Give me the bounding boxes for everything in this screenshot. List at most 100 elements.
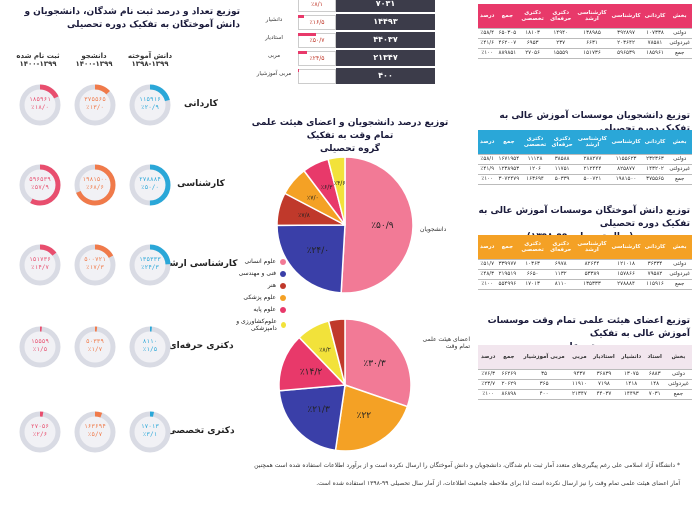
table-cell: ۲۸۸۲۷۷	[575, 154, 610, 165]
table-header-cell: بخش	[667, 235, 692, 260]
table-header-cell: بخش	[667, 4, 692, 29]
col-header-0: دانش آموخته ۱۳۹۸-۱۳۹۹	[127, 52, 173, 68]
ring-fill	[74, 326, 116, 368]
ring-fill	[74, 164, 116, 206]
table-cell: ۸۸۹۸۵۱	[496, 48, 519, 59]
table-header-cell: دکتری حرفه‌ای	[546, 235, 575, 260]
table-cell: ۵۰۳۳۹	[548, 174, 576, 185]
ring-0-0: ۱۱۵۹۱۶ ٪۲۰/۹	[128, 83, 172, 127]
table-cell: ۱۰۳۶۳	[518, 259, 547, 270]
ring-percent: ٪۱/۷	[87, 346, 103, 353]
ring-count: ۵۰۰۷۲۱	[84, 256, 106, 263]
table-cell: ٪۴۸/۳	[478, 269, 497, 280]
table-cell: ۲۷۰۵۶	[518, 48, 547, 59]
table-cell: ۶۸۸۳	[644, 369, 665, 380]
ring-2-2: ۱۵۱۷۳۶ ٪۱۴/۷	[18, 243, 62, 287]
table-header-cell: درصد	[478, 235, 497, 260]
table-cell: ۵۰۰۷۲۱	[575, 174, 610, 185]
ring-count: ۱۸۵۹۶۱	[29, 96, 51, 103]
ring-chart	[129, 164, 171, 206]
rank-value: ۲۱۳۴۷	[336, 50, 435, 66]
legend-label: هنر	[267, 282, 276, 289]
legend-label: فنی و مهندسی	[238, 270, 276, 277]
pie-label-1: ٪۲۲	[357, 411, 372, 421]
table-header-cell: دکتری تخصصی	[518, 235, 547, 260]
ring-2-1: ۵۰۰۷۲۱ ٪۱۷/۳	[73, 243, 117, 287]
ring-1-0: ۲۷۸۸۸۴ ٪۵۰/۰	[128, 163, 172, 207]
ring-percent: ٪۱۴/۷	[30, 264, 50, 271]
table-header-cell: کاردانی	[642, 130, 668, 155]
rank-bar-row-1: دانشیار ٪۱۶/۵ ۱۴۴۹۳	[252, 14, 435, 30]
pie-slice-5	[327, 318, 346, 386]
table-cell: ۷۸۵۸۱	[642, 38, 668, 49]
table-cell: جمع	[667, 48, 692, 59]
ring-percent: ٪۱۷/۳	[85, 264, 105, 271]
table-header-cell: کاردانی	[642, 235, 668, 260]
table-row: جمع ۳۷۵۵۶۵ ۱۹۸۱۵۰۰ ۵۰۰۷۲۱ ۵۰۳۳۹ ۱۶۳۶۹۴ ۳۰۷۲۴۷۹…	[478, 174, 692, 185]
table-cell: ۷۹۵۸۲	[642, 269, 668, 280]
rank-bar-row-2: استادیار ٪۵۰/۷ ۴۴۰۳۷	[252, 32, 435, 48]
ring-count: ۲۷۸۸۸۴	[139, 176, 161, 183]
ring-fill	[74, 411, 116, 453]
table-cell: ۱۱۵۹۱۶	[642, 279, 668, 290]
table-cell: ۱۸۵۹۶۱	[642, 48, 668, 59]
pie-faculty-label: اعضای هیئت علمی تمام وقت	[422, 336, 470, 350]
table-cell: ۱۴۸	[644, 379, 665, 390]
ring-3-0: ۸۱۱۰ ٪۱/۵	[128, 325, 172, 369]
table-cell: ۱۹۸۱۵۰۰	[609, 174, 643, 185]
ring-chart	[19, 164, 61, 206]
table-cell: ۱۵۱۷۳۶	[574, 48, 610, 59]
table-cell: ۱۴۳۲۰۲	[642, 164, 668, 175]
rank-value: ۷۰۳۱	[336, 0, 435, 12]
table-cell: ۱۸۱۰۳	[518, 28, 547, 39]
ring-chart	[129, 84, 171, 126]
table-cell: ۱۶۳۶۹۴	[521, 174, 549, 185]
table-cell: دولتی	[667, 28, 692, 39]
ring-percent: ٪۶۸/۶	[85, 184, 105, 191]
table-cell: ۱۳۸۹۸۵	[574, 28, 610, 39]
ring-chart	[129, 326, 171, 368]
table-cell: دولتی	[667, 154, 692, 165]
table-cell: ۱۴۹۴۰	[546, 28, 575, 39]
ring-chart	[129, 244, 171, 286]
ring-percent: ٪۵/۷	[87, 431, 103, 438]
pie-label-3: ٪۱۴/۲	[300, 367, 323, 377]
table-cell: ۱۶۷۱۹۵۴	[496, 154, 522, 165]
table-header-cell: درصد	[478, 4, 497, 29]
table-cell: ۶۶۲۶۹	[498, 369, 520, 380]
ring-count: ۸۱۱۰	[142, 338, 158, 345]
pie-faculty: ٪۳۰/۳ ٪۲۲ ٪۲۱/۳ ٪۱۴/۲ ٪۸/۲	[278, 318, 412, 452]
table-cell: ۸۲۶۴۴	[574, 259, 610, 270]
table-header-cell: دانشیار	[618, 345, 645, 370]
ring-chart	[19, 244, 61, 286]
pie-slice-0	[340, 156, 414, 294]
rank-value: ۱۴۴۹۳	[336, 14, 435, 30]
table-cell: ۱۲۱۰۱۸	[609, 259, 643, 270]
table-header-cell: دکتری حرفه‌ای	[548, 130, 576, 155]
table-cell: ۴۴۰۳۷	[589, 389, 619, 400]
ring-count: ۳۷۵۵۶۵	[84, 96, 106, 103]
table-header-cell: دکتری تخصصی	[518, 4, 547, 29]
table-cell: ۱۱۱۲۸	[521, 154, 549, 165]
legend-label: علوم پایه	[253, 306, 276, 313]
table-header-cell: کارشناسی ارشد	[575, 130, 610, 155]
pie-slice-2	[278, 384, 346, 452]
table-cell: ٪۱۰۰	[478, 48, 497, 59]
pie-students-label: دانشجویان	[420, 226, 447, 233]
ring-fill	[129, 84, 171, 126]
pie-label-2: ٪۷/۸	[298, 212, 310, 219]
table-cell: ۱۷۰۱۳	[518, 279, 547, 290]
table-cell: ۵۹۶۵۳۹	[609, 48, 643, 59]
table-cell: ۲۰۶۲۹	[498, 379, 520, 390]
legend-label: علوم‌کشاورزی و دامپزشکی	[236, 318, 277, 332]
ring-fill	[19, 244, 61, 286]
table-header-cell: بخش	[667, 130, 692, 155]
rank-percent	[298, 69, 336, 84]
ring-3-1: ۵۰۳۳۹ ٪۱/۷	[73, 325, 117, 369]
left-title: توزیع تعداد و درصد ثبت نام شدگان، دانشجو…	[10, 6, 240, 32]
table-header-cell: جمع	[498, 345, 520, 370]
ring-chart	[74, 164, 116, 206]
legend-swatch	[280, 282, 286, 289]
table-cell: ۸۲۵۸۷۷	[609, 164, 643, 175]
rank-label: مربی	[267, 53, 281, 59]
